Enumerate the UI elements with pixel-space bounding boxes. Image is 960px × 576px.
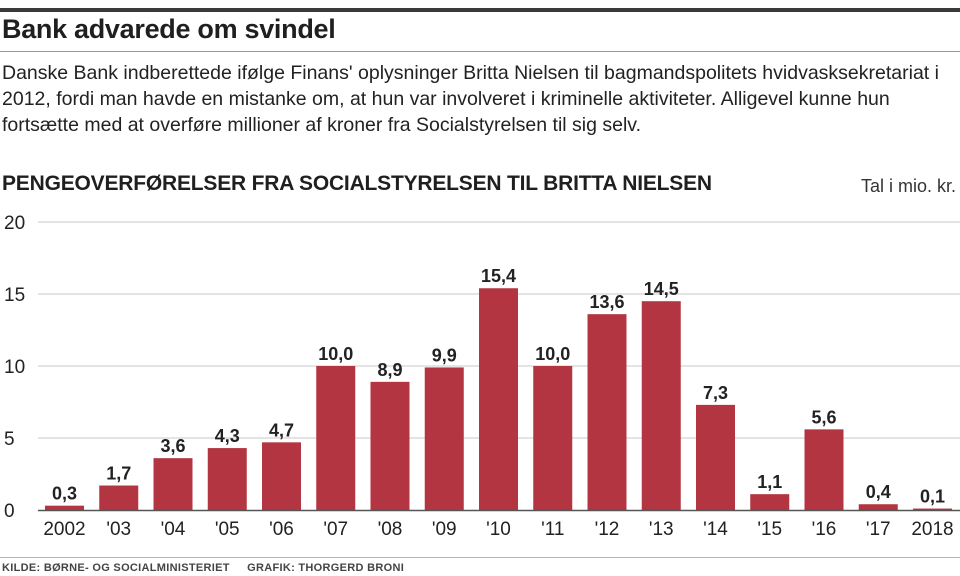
bar-11 [641, 301, 681, 510]
x-axis-layer: 2002 '03 '04 '05 '06 '07 '08 '09 '10 '11 '12 '13 '14… [38, 509, 960, 540]
x-tick-label: '15 [757, 519, 782, 540]
value-label: 4,7 [269, 420, 294, 440]
x-tick-label: 2018 [911, 519, 953, 540]
value-label: 0,1 [920, 487, 945, 507]
x-tick-label: '08 [378, 519, 403, 540]
x-tick-label: '05 [215, 519, 240, 540]
y-tick-label: 5 [4, 429, 15, 450]
bar-chart: 0 5 10 15 20 0,3 1,7 3,6 4,3 4,7 10,0 8,9 9,9 15,4 10… [4, 213, 960, 540]
bar-1 [99, 485, 139, 510]
bar-8 [479, 288, 518, 510]
value-label: 0,3 [52, 484, 77, 504]
top-rule [0, 8, 960, 12]
chart-title: PENGEOVERFØRELSER FRA SOCIALSTYRELSEN TI… [2, 172, 712, 195]
value-label-layer: 0,3 1,7 3,6 4,3 4,7 10,0 8,9 9,9 15,4 10,0 13,6 14,… [52, 266, 945, 506]
x-tick-label: '09 [432, 519, 457, 540]
x-tick-label: '11 [541, 519, 564, 540]
graphic-credit: GRAFIK: THORGERD BRONI [247, 562, 405, 574]
x-tick-label: '10 [486, 519, 511, 540]
x-tick-label: '06 [269, 519, 294, 540]
y-tick-label: 0 [4, 501, 15, 522]
value-label: 15,4 [481, 266, 516, 286]
bar-12 [696, 404, 735, 510]
value-label: 1,7 [106, 464, 131, 484]
value-label: 14,5 [644, 279, 679, 299]
x-tick-label: '16 [812, 519, 837, 540]
bar-7 [424, 367, 464, 510]
bar-10 [587, 314, 627, 510]
bar-16 [913, 508, 952, 510]
value-label: 13,6 [589, 292, 624, 312]
source-credit: KILDE: BØRNE- OG SOCIALMINISTERIET [2, 562, 230, 574]
value-label: 3,6 [160, 436, 185, 456]
x-tick-label: '14 [703, 519, 728, 540]
value-label: 1,1 [757, 472, 782, 492]
footer: KILDE: BØRNE- OG SOCIALMINISTERIET GRAFI… [2, 562, 418, 574]
x-tick-label: 2002 [43, 519, 85, 540]
bar-0 [45, 505, 84, 510]
value-label: 10,0 [318, 344, 353, 364]
bar-9 [533, 366, 573, 510]
value-label: 9,9 [432, 345, 457, 365]
footer-divider [0, 557, 960, 558]
x-tick-label: '13 [649, 519, 674, 540]
bar-2 [153, 458, 193, 510]
y-tick-label: 20 [4, 213, 25, 234]
bar-5 [316, 366, 356, 510]
bar-4 [262, 442, 301, 510]
intro-text: Danske Bank indberettede ifølge Finans' … [2, 62, 939, 136]
bar-14 [804, 429, 844, 510]
bar-13 [750, 494, 790, 510]
value-label: 10,0 [535, 344, 570, 364]
headline-divider [0, 51, 960, 52]
unit-label: Tal i mio. kr. [860, 176, 956, 196]
x-tick-label: '17 [866, 519, 891, 540]
bar-15 [858, 504, 898, 510]
bar-layer [45, 288, 952, 510]
x-tick-label: '04 [161, 519, 186, 540]
value-label: 5,6 [811, 407, 836, 427]
value-label: 0,4 [866, 482, 891, 502]
headline: Bank advarede om svindel [2, 14, 336, 44]
y-tick-label: 10 [4, 357, 25, 378]
bar-3 [207, 448, 247, 510]
x-tick-label: '12 [595, 519, 620, 540]
bar-6 [370, 381, 410, 510]
x-tick-label: '03 [106, 519, 131, 540]
value-label: 7,3 [703, 383, 728, 403]
value-label: 4,3 [215, 426, 240, 446]
x-tick-label: '07 [323, 519, 348, 540]
y-tick-label: 15 [4, 285, 25, 306]
value-label: 8,9 [377, 360, 402, 380]
